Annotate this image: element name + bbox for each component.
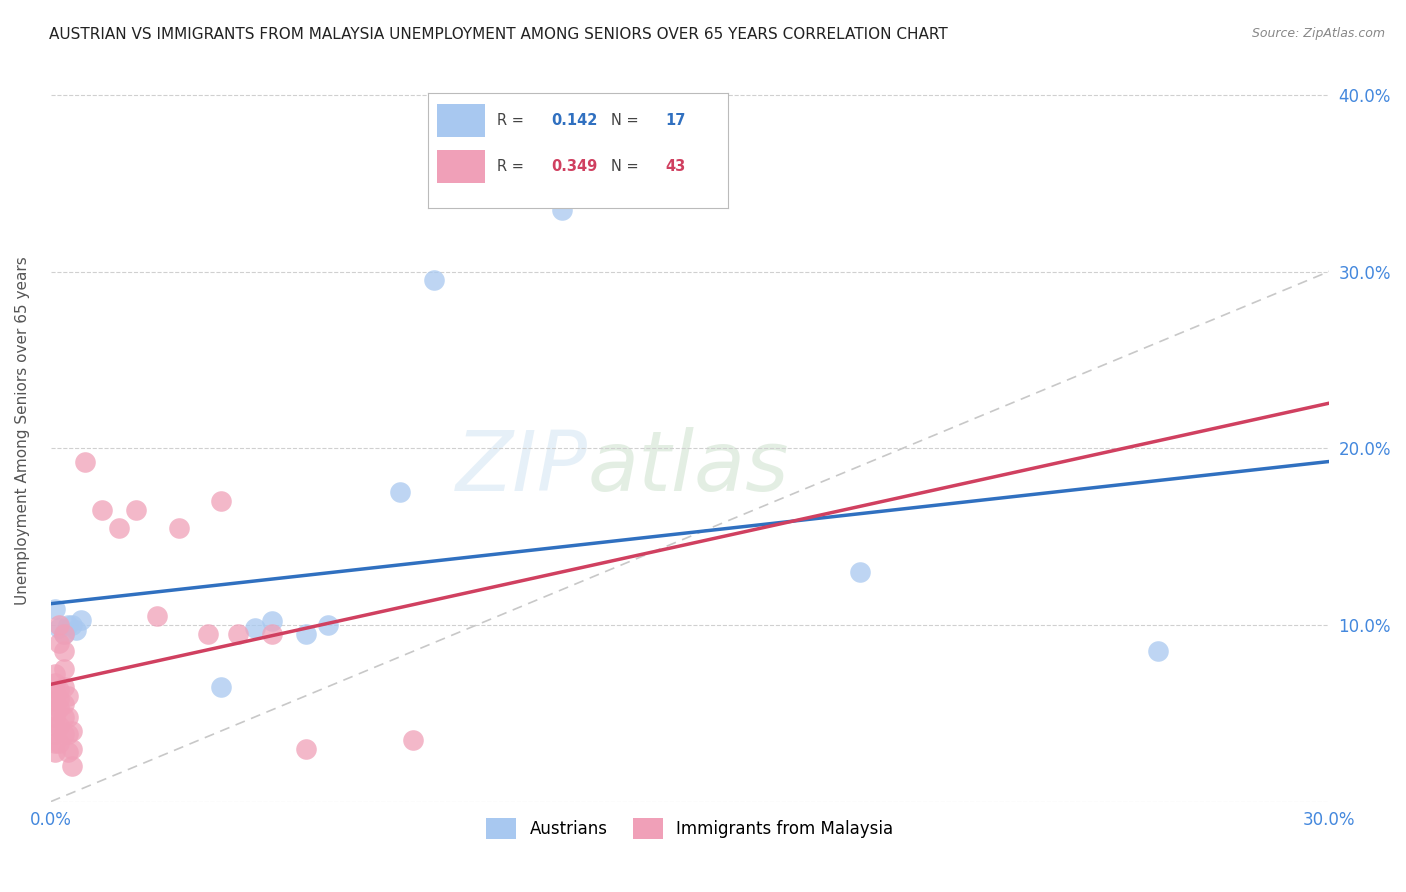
Point [423,273,446,287]
Point [125,503,148,517]
Legend: Austrians, Immigrants from Malaysia: Austrians, Immigrants from Malaysia [479,812,900,846]
Text: ZIP: ZIP [456,427,588,508]
Point [295,626,318,640]
Point [91,503,114,517]
Point [69,613,91,627]
Point [52,710,75,724]
Point [52,698,75,712]
Point [1147,644,1170,658]
Point [52,644,75,658]
Point [56,745,79,759]
Point [73,455,96,469]
Point [316,618,339,632]
Point [52,626,75,640]
Point [60,723,83,738]
Text: Source: ZipAtlas.com: Source: ZipAtlas.com [1251,27,1385,40]
Point [56,727,79,741]
Point [44,736,66,750]
Point [48,618,70,632]
Point [551,202,574,217]
Point [108,521,131,535]
Point [56,618,79,632]
Point [262,626,284,640]
Point [245,622,267,636]
Point [44,694,66,708]
Point [389,485,412,500]
Point [44,667,66,681]
Point [48,683,70,698]
Point [402,732,425,747]
Point [146,609,169,624]
Point [44,685,66,699]
Point [60,759,83,773]
Point [197,626,219,640]
Point [48,635,70,649]
Text: atlas: atlas [588,427,789,508]
Point [52,727,75,741]
Point [44,676,66,690]
Point [44,710,66,724]
Text: AUSTRIAN VS IMMIGRANTS FROM MALAYSIA UNEMPLOYMENT AMONG SENIORS OVER 65 YEARS CO: AUSTRIAN VS IMMIGRANTS FROM MALAYSIA UNE… [49,27,948,42]
Point [44,602,66,616]
Point [44,703,66,717]
Point [849,565,872,579]
Point [226,626,249,640]
Point [65,624,87,638]
Point [60,618,83,632]
Point [48,701,70,715]
Point [48,736,70,750]
Point [56,710,79,724]
Y-axis label: Unemployment Among Seniors over 65 years: Unemployment Among Seniors over 65 years [15,256,30,605]
Point [209,680,232,694]
Point [48,622,70,636]
Point [60,741,83,756]
Point [167,521,190,535]
Point [52,680,75,694]
Point [52,626,75,640]
Point [48,692,70,706]
Point [44,718,66,732]
Point [262,615,284,629]
Point [44,745,66,759]
Point [44,727,66,741]
Point [48,718,70,732]
Point [52,662,75,676]
Point [56,689,79,703]
Point [295,741,318,756]
Point [209,494,232,508]
